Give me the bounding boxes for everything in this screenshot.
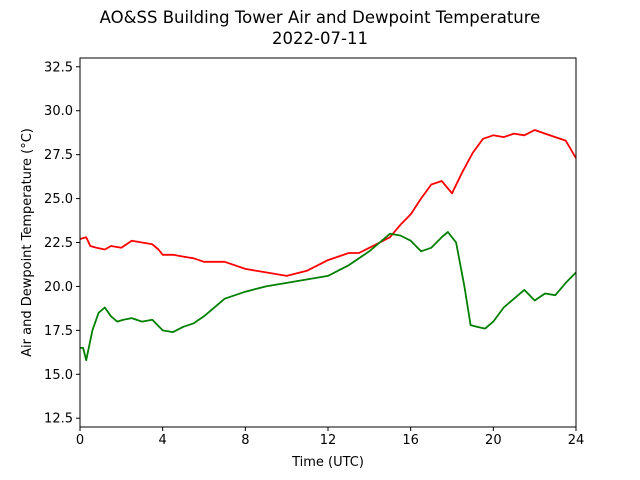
y-tick-label: 17.5	[44, 324, 73, 339]
x-tick-label: 0	[76, 433, 84, 448]
series-layer	[79, 129, 577, 362]
y-tick-label: 25.0	[44, 192, 73, 207]
chart-subtitle: 2022-07-11	[272, 29, 368, 48]
y-tick-label: 22.5	[44, 236, 73, 251]
y-tick-label: 30.0	[44, 104, 73, 119]
y-tick-label: 32.5	[44, 60, 73, 75]
series-line-0	[79, 129, 577, 277]
x-tick-label: 16	[402, 433, 419, 448]
y-tick-label: 27.5	[44, 148, 73, 163]
y-tick-label: 15.0	[44, 368, 73, 383]
x-axis-label: Time (UTC)	[291, 455, 364, 470]
y-tick-label: 12.5	[44, 412, 73, 427]
series-line-1	[80, 231, 577, 362]
y-tick-label: 20.0	[44, 280, 73, 295]
x-tick-label: 12	[320, 433, 337, 448]
y-axis-label: Air and Dewpoint Temperature (°C)	[20, 128, 35, 357]
x-tick-label: 24	[568, 433, 585, 448]
ticks-layer: 0 4 8 12 16 20 24 12.5 15.0 17.5 20.0 22.5 25.0 27.5 3…	[44, 60, 584, 448]
x-tick-label: 20	[485, 433, 502, 448]
axes-frame	[79, 57, 577, 428]
chart-title: AO&SS Building Tower Air and Dewpoint Te…	[99, 8, 541, 27]
x-tick-label: 8	[241, 433, 249, 448]
x-tick-label: 4	[159, 433, 167, 448]
